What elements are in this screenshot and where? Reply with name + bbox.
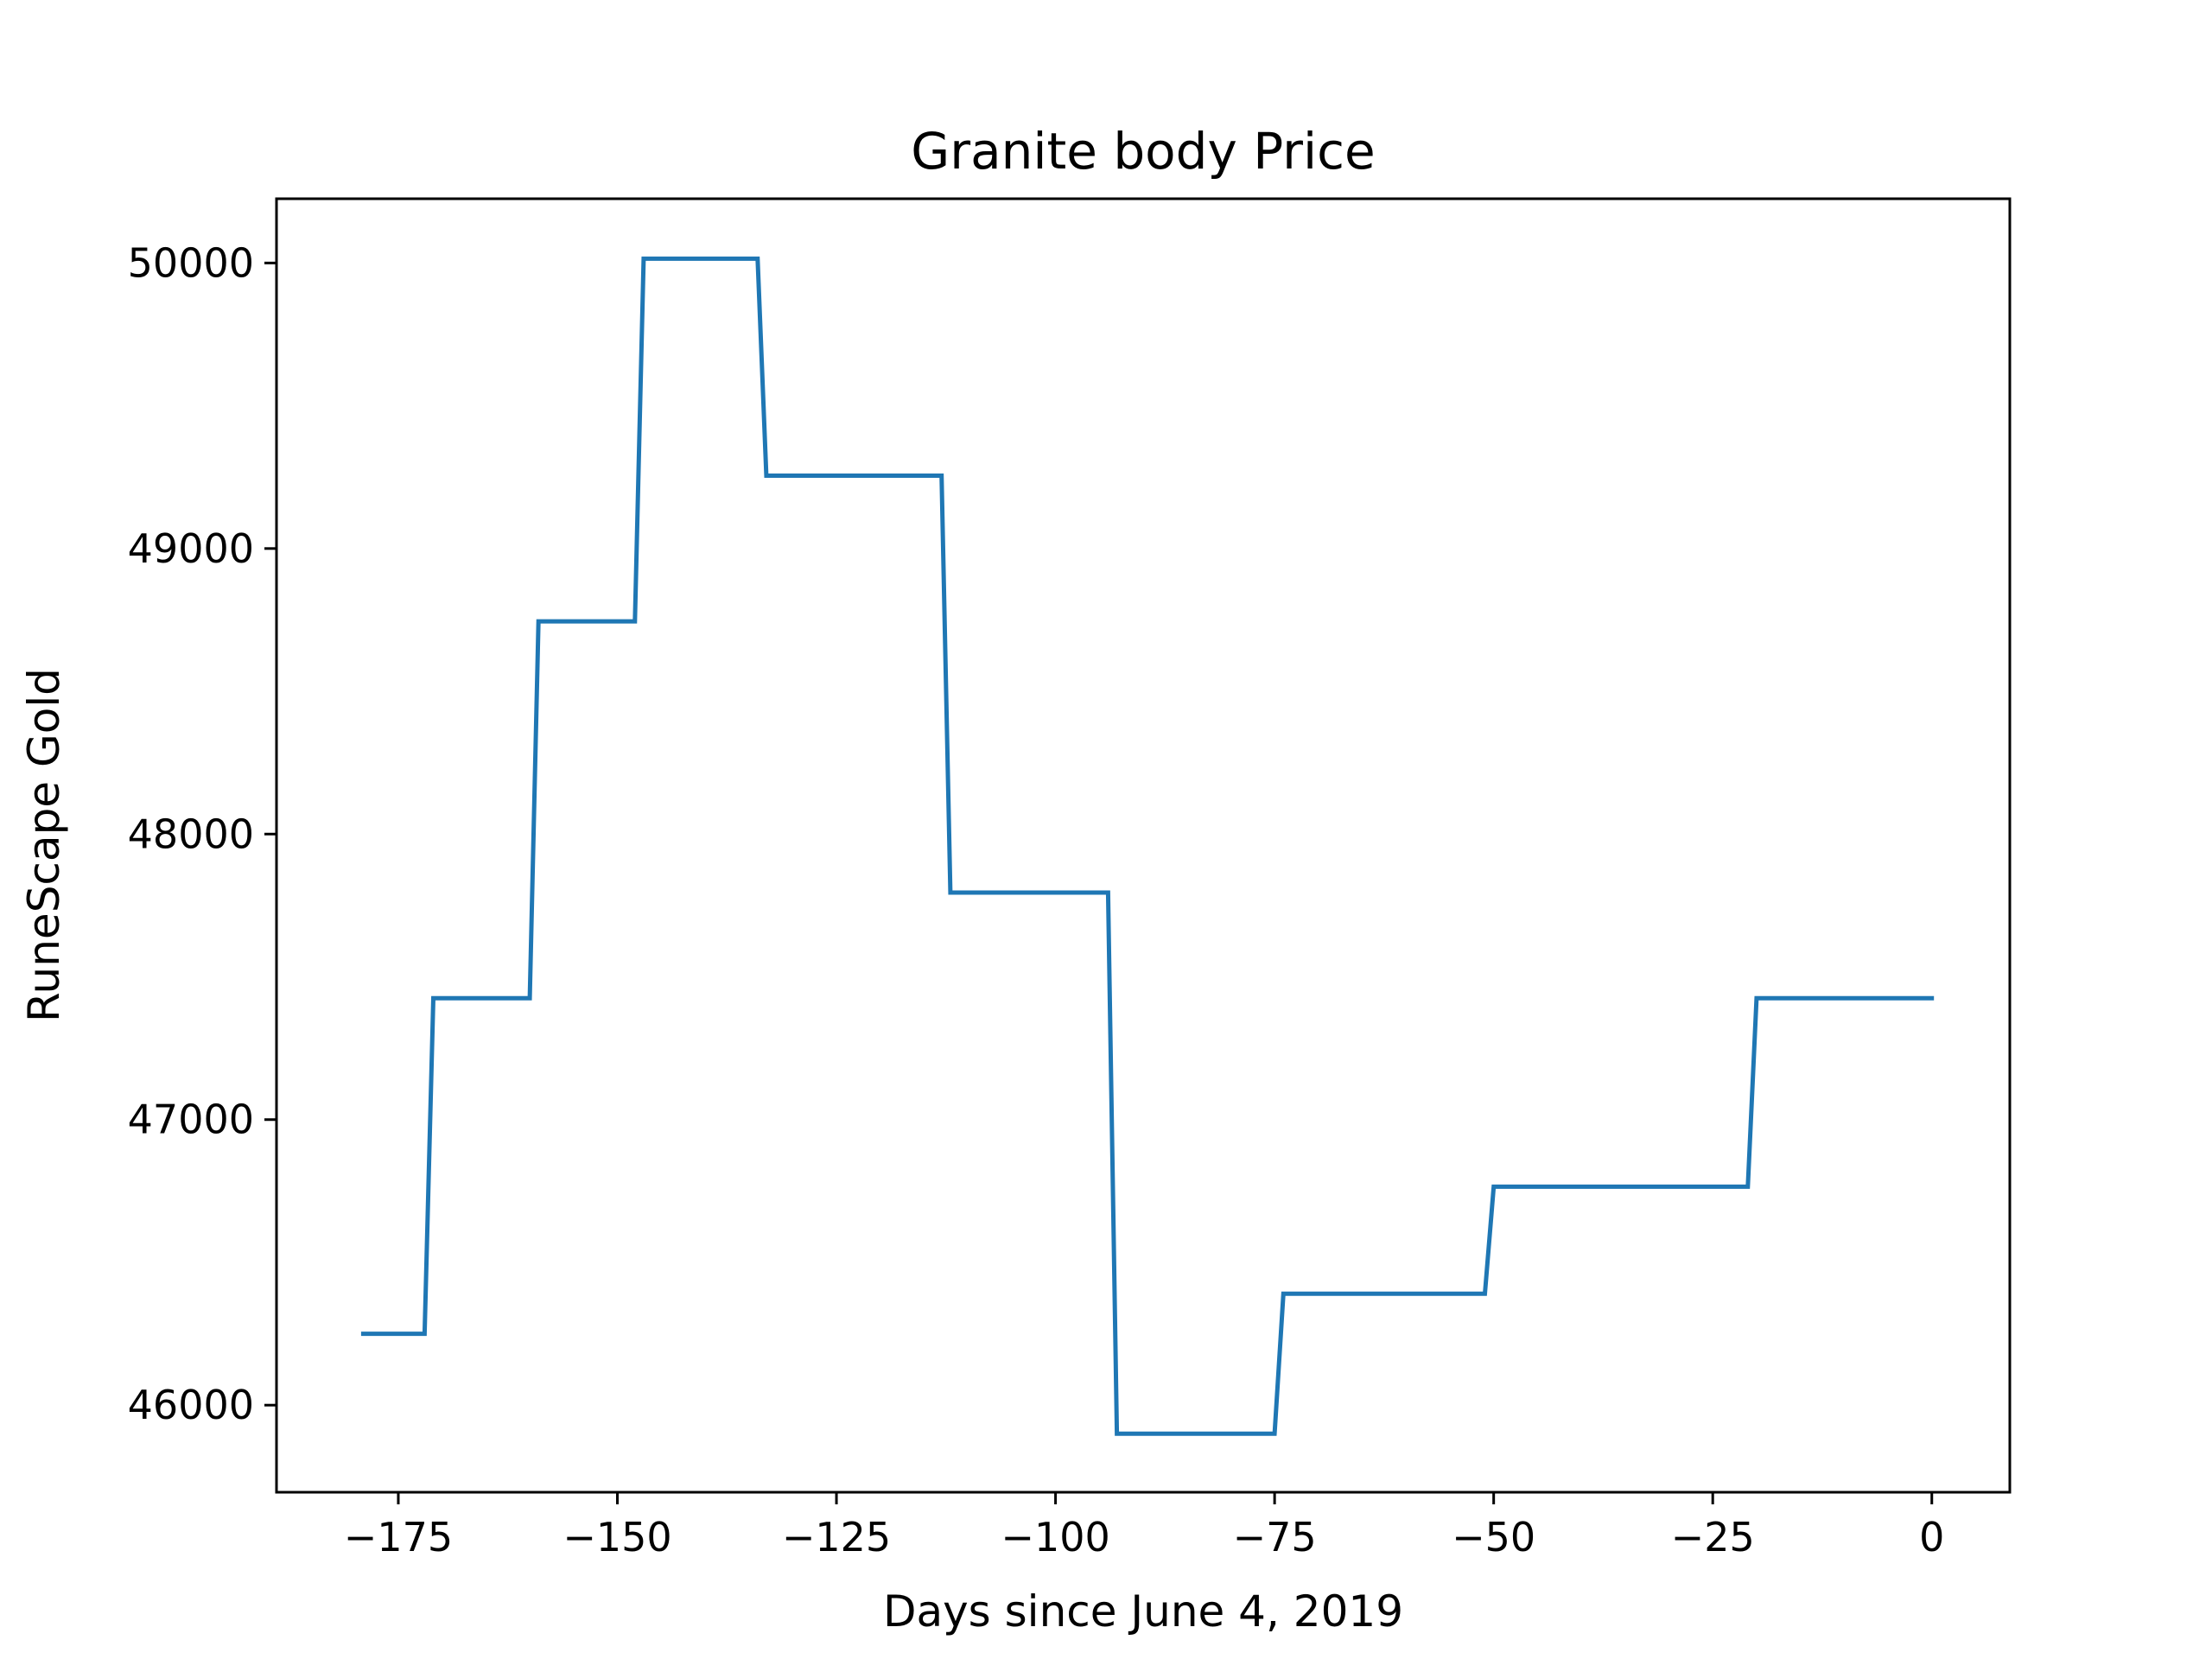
x-tick-label: −125 <box>782 1514 891 1560</box>
x-tick-label: −100 <box>1001 1514 1109 1560</box>
y-tick-label: 50000 <box>128 239 254 286</box>
series-line-1 <box>360 256 1935 1436</box>
y-tick-label: 47000 <box>128 1096 254 1143</box>
y-axis: 46000 47000 48000 49000 50000 <box>128 239 276 1428</box>
x-tick-label: −175 <box>344 1514 453 1560</box>
plot-frame <box>275 197 2012 1494</box>
x-tick-label: −25 <box>1671 1514 1755 1560</box>
x-axis-label: Days since June 4, 2019 <box>883 1586 1403 1637</box>
series-layer <box>360 256 1935 1436</box>
y-tick-label: 49000 <box>128 525 254 572</box>
x-tick-label: −75 <box>1233 1514 1317 1560</box>
chart-title: Granite body Price <box>911 122 1375 181</box>
x-tick-label: 0 <box>1919 1514 1944 1560</box>
y-tick-label: 46000 <box>128 1382 254 1428</box>
x-tick-label: −150 <box>563 1514 671 1560</box>
x-axis: −175 −150 −125 −100 −75 −50 −25 0 <box>344 1492 1944 1560</box>
y-tick-label: 48000 <box>128 810 254 857</box>
y-axis-label: RuneScape Gold <box>19 668 69 1022</box>
x-tick-label: −50 <box>1452 1514 1535 1560</box>
